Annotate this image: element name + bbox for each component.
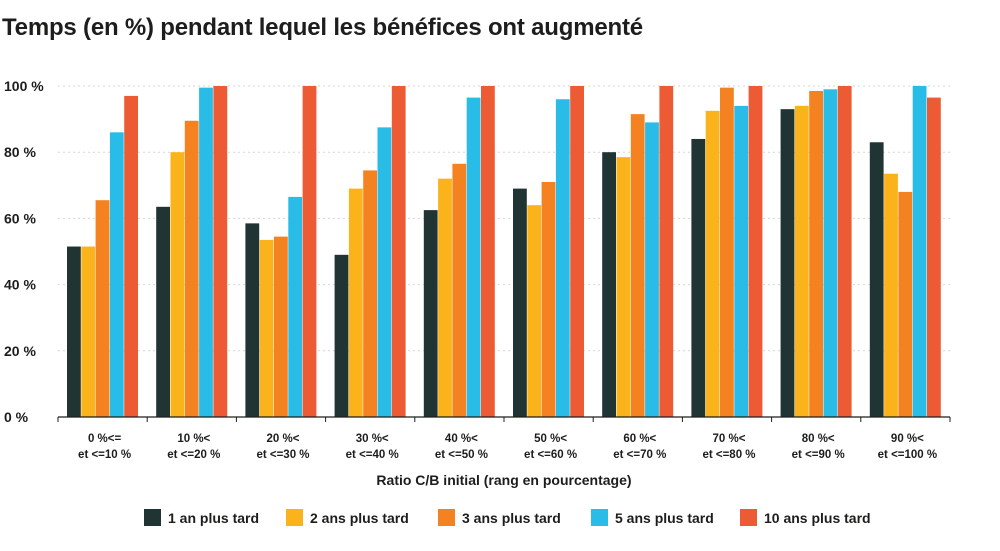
y-tick-label: 0 %: [4, 409, 29, 425]
bar-4-3: [288, 196, 303, 417]
bar-4-5: [466, 97, 481, 418]
bar-5-2: [213, 86, 228, 417]
bar-5-7: [659, 86, 674, 417]
x-tick-label: et <=10 %: [78, 449, 131, 461]
legend-label-1: 1 an plus tard: [168, 510, 259, 526]
bar-5-9: [837, 86, 852, 417]
bar-3-9: [809, 90, 823, 417]
bar-1-3: [245, 223, 260, 417]
legend-label-3: 3 ans plus tard: [462, 510, 561, 526]
bar-1-7: [602, 152, 616, 417]
bar-2-9: [794, 105, 809, 418]
bar-4-8: [734, 105, 749, 418]
x-axis-title: Ratio C/B initial (rang en pourcentage): [376, 472, 631, 488]
bar-1-8: [691, 138, 706, 417]
bar-1-5: [423, 210, 438, 417]
x-tick-label: 0 %<=: [88, 433, 122, 445]
y-tick-label: 80 %: [4, 144, 36, 160]
bar-2-1: [81, 246, 96, 417]
legend-label-5: 10 ans plus tard: [764, 510, 871, 526]
bar-3-8: [720, 87, 734, 417]
legend-swatch-3: [438, 509, 455, 526]
x-tick-label: et <=90 %: [792, 449, 845, 461]
x-tick-label: 90 %<: [891, 433, 924, 445]
y-tick-label: 60 %: [4, 210, 36, 226]
bar-4-10: [912, 86, 927, 417]
y-tick-label: 100 %: [4, 78, 44, 94]
legend-swatch-1: [144, 509, 161, 526]
legend-swatch-4: [591, 509, 608, 526]
bar-2-3: [259, 239, 274, 417]
x-tick-label: et <=100 %: [878, 449, 937, 461]
x-tick-label: et <=40 %: [346, 449, 399, 461]
bar-4-7: [645, 122, 659, 417]
bar-2-5: [438, 178, 452, 417]
x-tick-label: et <=20 %: [167, 449, 220, 461]
bar-2-4: [348, 188, 363, 417]
bar-2-8: [705, 110, 720, 417]
y-tick-label: 20 %: [4, 343, 36, 359]
x-tick-label: et <=80 %: [702, 449, 755, 461]
bar-5-4: [391, 86, 406, 417]
x-tick-label: 60 %<: [623, 433, 656, 445]
x-tick-label: 30 %<: [356, 433, 389, 445]
bar-1-6: [513, 188, 527, 417]
legend-swatch-5: [740, 509, 757, 526]
bar-3-4: [363, 170, 377, 417]
bar-5-6: [570, 86, 584, 417]
bar-2-2: [170, 152, 185, 417]
bar-3-10: [898, 191, 913, 417]
bar-4-9: [823, 89, 838, 417]
bar-2-6: [527, 205, 542, 417]
bar-3-7: [630, 114, 645, 417]
x-tick-label: et <=30 %: [256, 449, 309, 461]
legend-label-4: 5 ans plus tard: [615, 510, 714, 526]
bar-5-10: [927, 97, 941, 418]
bar-5-3: [302, 86, 317, 417]
bar-1-9: [780, 109, 795, 418]
bar-2-7: [616, 157, 631, 418]
x-tick-label: 70 %<: [713, 433, 746, 445]
bar-1-4: [334, 254, 349, 417]
bar-1-10: [869, 142, 884, 417]
x-tick-label: 80 %<: [802, 433, 835, 445]
bar-5-5: [481, 86, 495, 417]
bar-3-2: [184, 120, 199, 417]
x-tick-label: 40 %<: [445, 433, 478, 445]
x-tick-label: 50 %<: [534, 433, 567, 445]
legend-label-2: 2 ans plus tard: [310, 510, 409, 526]
bar-2-10: [884, 173, 898, 417]
bar-5-8: [748, 86, 763, 417]
x-tick-label: et <=60 %: [524, 449, 577, 461]
bar-5-1: [124, 95, 138, 418]
bar-4-6: [555, 99, 570, 418]
bar-3-6: [541, 181, 556, 417]
bar-1-1: [67, 246, 81, 417]
bar-3-1: [95, 200, 110, 417]
bar-4-2: [199, 87, 213, 417]
x-tick-label: et <=50 %: [435, 449, 488, 461]
y-tick-label: 40 %: [4, 277, 36, 293]
legend-swatch-2: [286, 509, 303, 526]
x-tick-label: 10 %<: [177, 433, 210, 445]
bar-3-5: [452, 163, 467, 417]
bar-1-2: [156, 206, 170, 417]
bar-4-1: [109, 132, 124, 417]
chart-title: Temps (en %) pendant lequel les bénéfice…: [2, 14, 643, 41]
x-tick-label: et <=70 %: [613, 449, 666, 461]
bar-4-4: [377, 127, 392, 417]
bar-3-3: [274, 236, 288, 417]
x-tick-label: 20 %<: [267, 433, 300, 445]
